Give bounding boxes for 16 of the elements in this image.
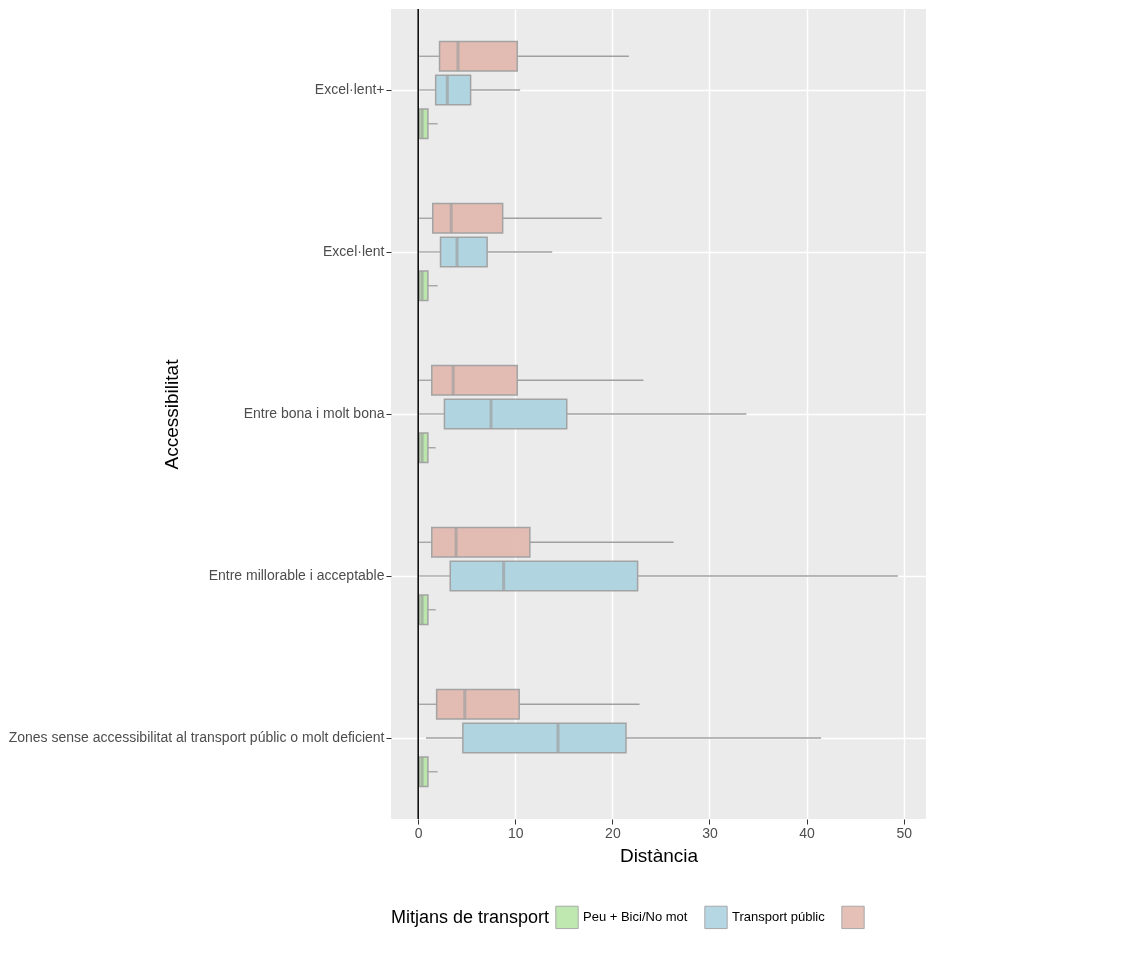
x-tick-label: 0 [414, 824, 423, 841]
x-tick-label: 30 [702, 824, 718, 841]
legend-label: Peu + Bici/No mot [583, 909, 688, 925]
y-tick-label: Excel·lent+ [314, 81, 385, 97]
x-tick-label: 20 [605, 824, 621, 841]
x-tick-label: 50 [896, 824, 913, 841]
y-tick-label: Zones sense accessibilitat al transport públic o molt deficient [8, 729, 385, 745]
y-tick-label: Entre millorable i acceptable [208, 567, 385, 583]
x-tick-label: 40 [799, 824, 816, 841]
legend-title: Mitjans de transport [391, 907, 550, 927]
legend-label: Transport públic [732, 909, 826, 925]
x-axis-title: Distància [619, 844, 699, 866]
x-tick-label: 10 [507, 824, 524, 841]
y-tick-label: Entre bona i molt bona [243, 405, 385, 421]
y-tick-label: Excel·lent [323, 243, 385, 259]
y-axis-title: Accessibilitat [160, 358, 182, 470]
